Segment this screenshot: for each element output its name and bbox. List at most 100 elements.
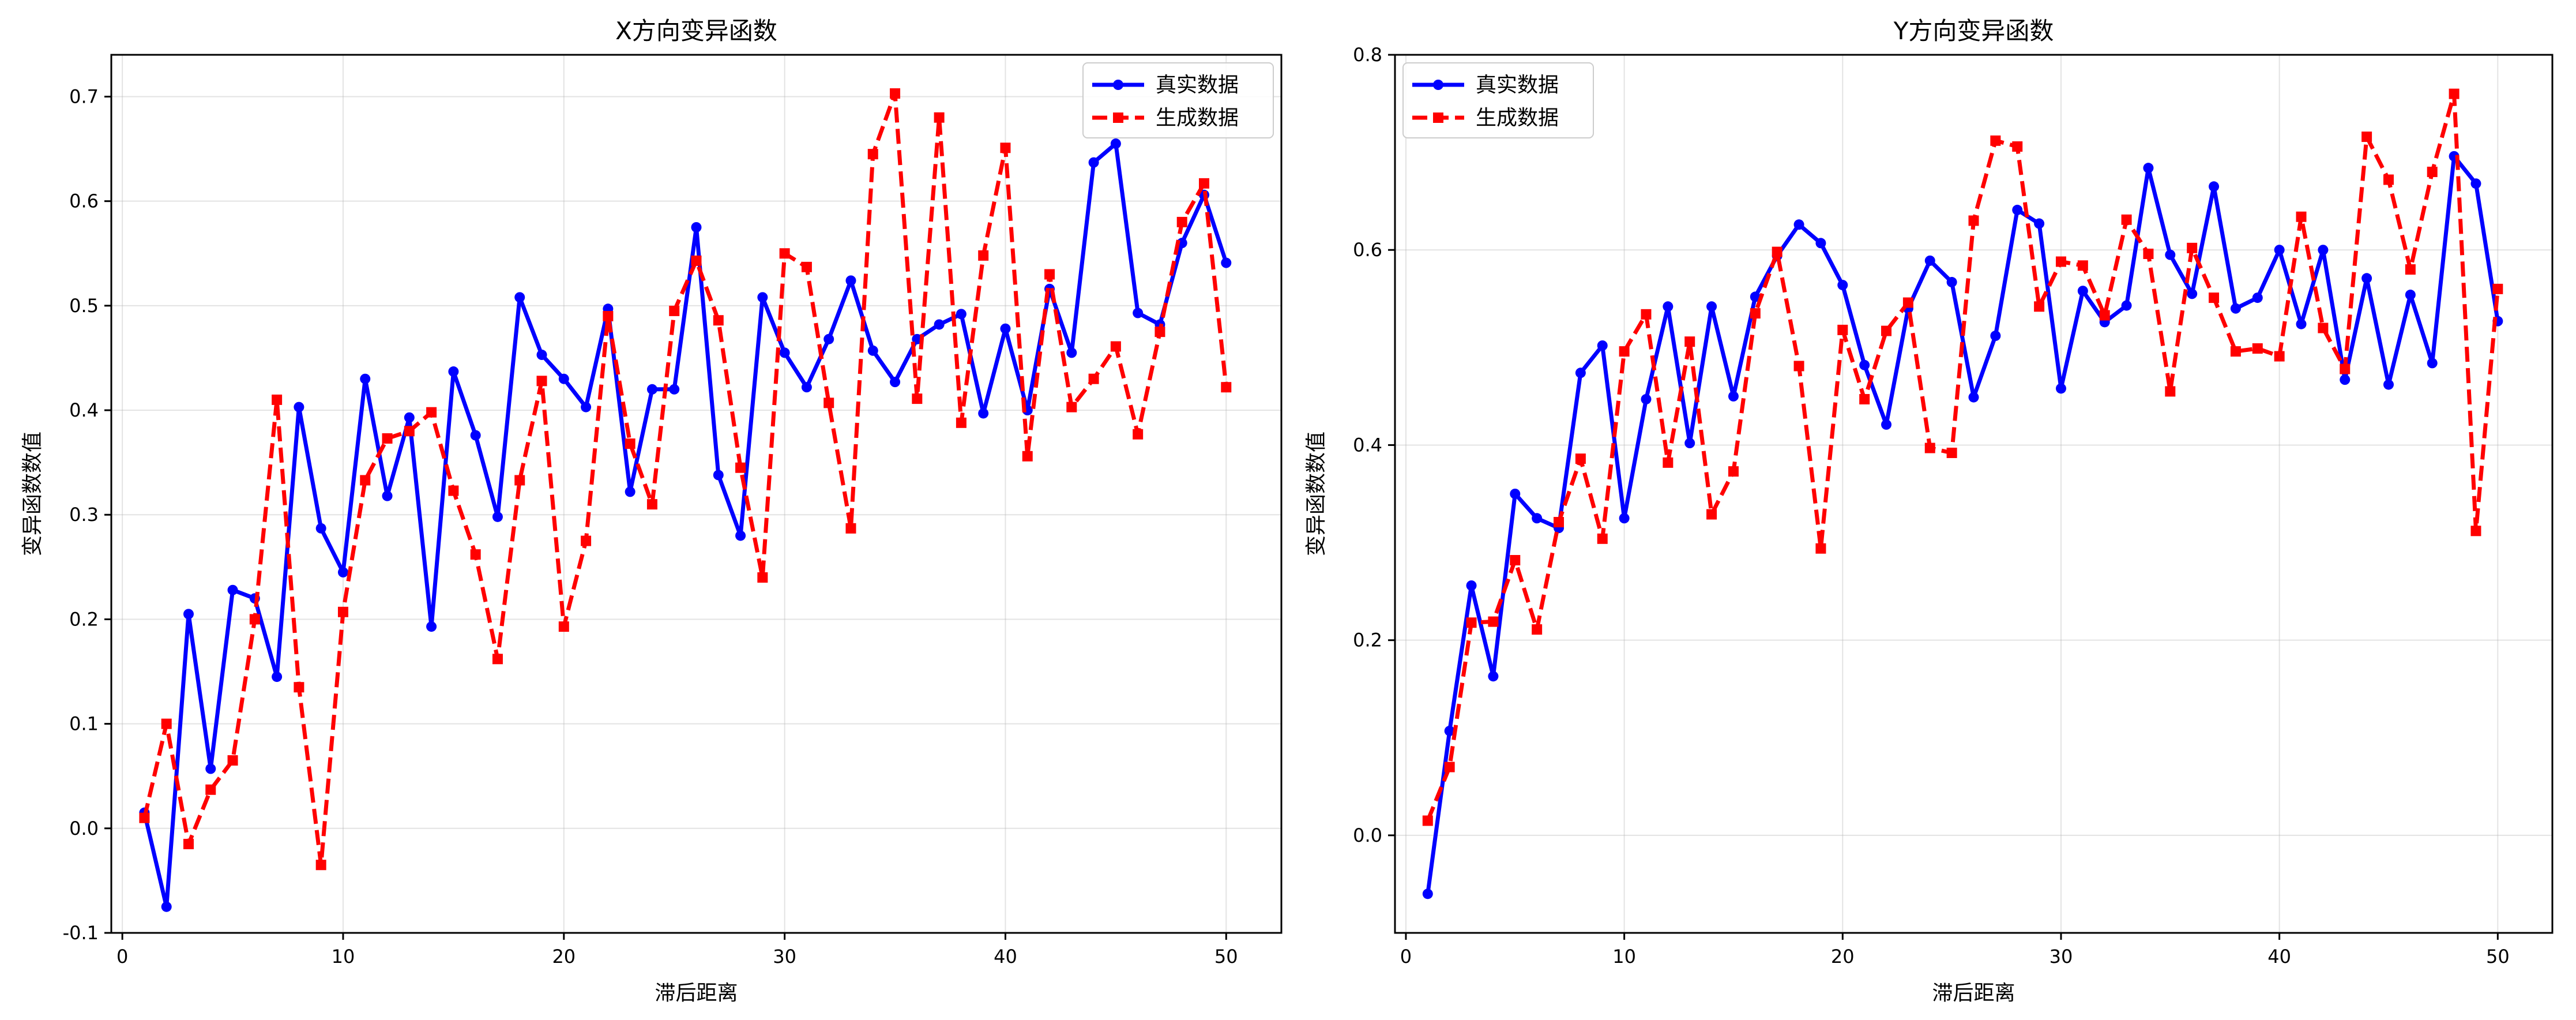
data-point-real bbox=[1924, 255, 1935, 266]
data-point-real bbox=[2252, 292, 2263, 303]
data-point-generated bbox=[2470, 526, 2481, 537]
plot-area-frame bbox=[1394, 54, 2554, 934]
data-point-generated bbox=[1968, 215, 1979, 226]
data-point-generated bbox=[337, 606, 348, 617]
data-point-generated bbox=[2252, 343, 2263, 354]
data-point-real bbox=[2077, 286, 2088, 297]
data-point-generated bbox=[1706, 509, 1717, 520]
data-point-generated bbox=[139, 812, 150, 823]
x-tick-label: 10 bbox=[332, 946, 355, 967]
data-point-real bbox=[183, 609, 194, 620]
data-point-generated bbox=[2361, 132, 2372, 142]
legend-box bbox=[1402, 62, 1594, 138]
data-point-real bbox=[956, 309, 967, 320]
data-point-real bbox=[1815, 238, 1826, 249]
data-point-generated bbox=[691, 255, 702, 266]
data-point-real bbox=[625, 486, 635, 497]
data-point-real bbox=[1641, 393, 1652, 404]
data-point-real bbox=[2209, 181, 2220, 192]
data-point-real bbox=[1466, 580, 1477, 591]
data-point-real bbox=[448, 366, 459, 377]
x-axis-label: 滞后距离 bbox=[655, 981, 738, 1005]
data-point-generated bbox=[1022, 451, 1033, 462]
data-point-generated bbox=[183, 838, 194, 849]
data-point-real bbox=[2470, 178, 2481, 189]
data-point-real bbox=[2143, 163, 2154, 174]
data-point-generated bbox=[735, 462, 746, 473]
data-point-generated bbox=[1881, 325, 1892, 336]
x-tick-label: 0 bbox=[116, 946, 128, 967]
data-point-real bbox=[1000, 323, 1011, 334]
data-point-real bbox=[1946, 277, 1957, 288]
data-point-generated bbox=[448, 485, 459, 496]
x-direction-variogram-chart: 0 10 20 30 40 50 -0.1 0.0 0.1 0.2 0.3 0.4 0.5 0.6 0.7 X… bbox=[21, 17, 1283, 1005]
data-point-generated bbox=[1684, 336, 1695, 347]
data-point-real bbox=[1619, 513, 1630, 524]
y-tick-label: 0.2 bbox=[69, 608, 99, 630]
data-point-generated bbox=[1044, 269, 1055, 280]
data-point-generated bbox=[912, 393, 923, 404]
data-point-real bbox=[1444, 725, 1455, 736]
data-point-real bbox=[227, 584, 238, 595]
x-tick-label: 40 bbox=[2267, 946, 2291, 967]
legend-box bbox=[1082, 62, 1274, 138]
data-point-generated bbox=[2121, 214, 2132, 225]
data-point-generated bbox=[227, 755, 238, 766]
data-point-real bbox=[337, 567, 348, 578]
data-point-real bbox=[1663, 301, 1674, 312]
data-point-generated bbox=[536, 376, 547, 387]
data-point-generated bbox=[1750, 308, 1761, 319]
data-point-generated bbox=[2274, 351, 2285, 362]
y-tick-label: 0.7 bbox=[69, 85, 99, 107]
data-point-real bbox=[536, 350, 547, 361]
legend-swatch-marker bbox=[1113, 80, 1123, 90]
data-point-generated bbox=[2143, 248, 2154, 259]
data-point-real bbox=[558, 373, 569, 384]
data-point-real bbox=[2034, 218, 2045, 229]
y-axis-label: 变异函数数值 bbox=[21, 432, 44, 556]
data-point-real bbox=[1837, 280, 1848, 291]
data-point-generated bbox=[382, 433, 393, 444]
data-point-generated bbox=[1532, 624, 1543, 635]
legend-swatch-marker bbox=[1113, 112, 1123, 123]
x-tick-label: 0 bbox=[1400, 946, 1412, 967]
data-point-real bbox=[1990, 331, 2001, 342]
data-point-generated bbox=[2340, 363, 2351, 374]
data-point-generated bbox=[161, 718, 172, 729]
x-tick-label: 30 bbox=[2049, 946, 2073, 967]
data-point-generated bbox=[1199, 178, 1210, 189]
data-point-real bbox=[978, 408, 989, 419]
data-point-real bbox=[360, 373, 371, 384]
chart-title: X方向变异函数 bbox=[615, 17, 777, 45]
data-point-generated bbox=[1176, 216, 1187, 227]
data-point-generated bbox=[1066, 402, 1077, 412]
legend-swatch-marker bbox=[1433, 80, 1443, 90]
data-point-real bbox=[514, 292, 525, 303]
data-point-generated bbox=[1000, 142, 1011, 153]
data-point-generated bbox=[1597, 533, 1608, 544]
data-point-real bbox=[1488, 671, 1499, 682]
data-point-generated bbox=[470, 549, 481, 560]
x-tick-label: 50 bbox=[2486, 946, 2510, 967]
legend-entry-label: 真实数据 bbox=[1156, 73, 1239, 97]
data-point-real bbox=[2121, 300, 2132, 311]
data-point-real bbox=[845, 275, 856, 286]
y-tick-label: 0.0 bbox=[1353, 824, 1382, 846]
y-tick-label: -0.1 bbox=[63, 922, 99, 944]
data-point-generated bbox=[1924, 442, 1935, 453]
series-line-real bbox=[1426, 154, 2500, 894]
legend-entry-label: 真实数据 bbox=[1476, 73, 1559, 97]
x-tick-label: 20 bbox=[1831, 946, 1855, 967]
data-point-generated bbox=[1815, 543, 1826, 554]
data-point-generated bbox=[426, 407, 437, 418]
data-point-generated bbox=[1663, 457, 1674, 468]
data-point-generated bbox=[1554, 517, 1565, 528]
data-point-real bbox=[404, 412, 415, 423]
x-tick-label: 30 bbox=[773, 946, 796, 967]
data-point-generated bbox=[2449, 88, 2460, 99]
data-point-generated bbox=[757, 572, 768, 583]
data-point-real bbox=[779, 347, 790, 358]
data-point-generated bbox=[1793, 361, 1804, 372]
data-point-generated bbox=[1422, 815, 1433, 826]
data-point-real bbox=[205, 763, 216, 774]
